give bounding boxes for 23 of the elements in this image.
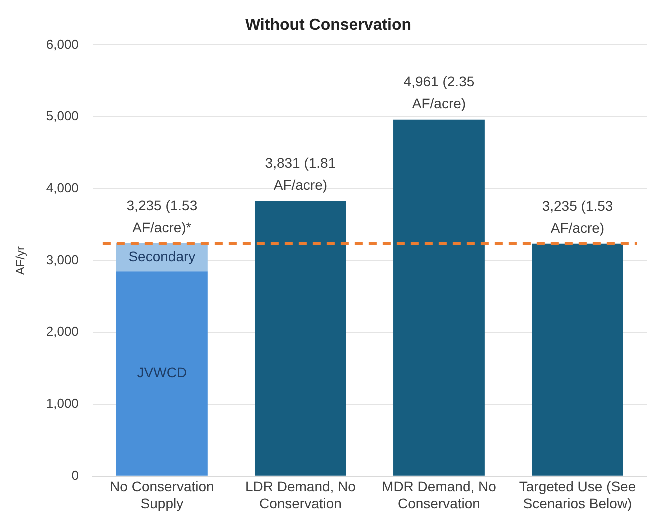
bar: [532, 244, 624, 476]
y-tick-label: 1,000: [46, 396, 79, 412]
y-tick-label: 6,000: [46, 36, 79, 52]
bar: [254, 201, 346, 476]
bar: [394, 120, 485, 476]
x-tick-label: MDR Demand, No Conservation: [382, 478, 497, 512]
total-label: 3,235 (1.53 AF/acre)*: [126, 197, 198, 236]
total-label: 4,961 (2.35 AF/acre): [404, 74, 475, 112]
x-tick-label: LDR Demand, No Conservation: [245, 478, 356, 512]
total-label: 3,235 (1.53 AF/acre): [542, 198, 614, 236]
y-axis-title: AF/yr: [14, 246, 28, 276]
y-tick-label: 4,000: [46, 180, 79, 196]
chart-title: Without Conservation: [245, 17, 412, 34]
total-label: 3,831 (1.81 AF/acre): [265, 154, 336, 193]
series-label: JVWCD: [137, 364, 188, 381]
y-tick-label: 2,000: [46, 324, 79, 340]
y-tick-label: 3,000: [46, 252, 79, 268]
x-tick-label: No Conservation Supply: [110, 478, 214, 512]
series-label: Secondary: [128, 248, 196, 264]
y-tick-label: 5,000: [46, 108, 79, 124]
y-tick-label: 0: [72, 468, 79, 483]
bar: [116, 272, 208, 476]
x-tick-label: Targeted Use (See Scenarios Below): [519, 478, 636, 512]
